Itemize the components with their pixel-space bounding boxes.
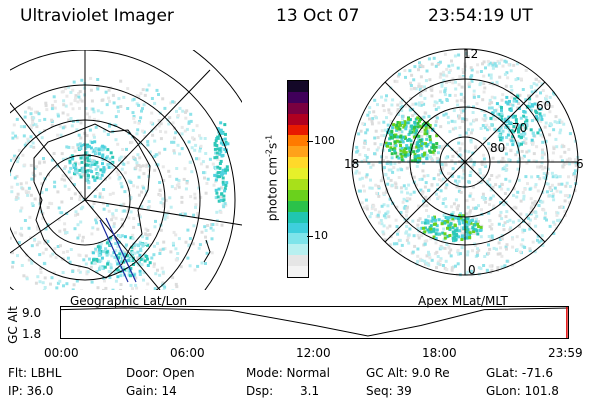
colorbar-title: photon cm-2s-1 — [264, 134, 280, 222]
colorbar-swatch — [288, 102, 308, 114]
mlat-80-label: 80 — [490, 141, 505, 155]
altitude-curve — [60, 307, 569, 337]
altitude-timeline — [60, 306, 569, 339]
colorbar-swatch — [288, 266, 308, 277]
colorbar-swatch — [288, 255, 308, 267]
timeline-axis-label: GC Alt — [5, 306, 20, 344]
colorbar-swatch — [288, 189, 308, 201]
mlat-70-label: 70 — [512, 121, 527, 135]
timeline-xtick-2359: 23:59 — [548, 346, 583, 360]
filter-value: Flt: LBHL — [8, 366, 62, 380]
glon-value: GLon: 101.8 — [486, 384, 559, 398]
date-label: 13 Oct 07 — [276, 6, 360, 26]
colorbar-swatch — [288, 178, 308, 190]
colorbar-swatch — [288, 113, 308, 125]
instrument-title: Ultraviolet Imager — [20, 6, 174, 26]
time-label: 23:54:19 UT — [428, 6, 533, 26]
magnetic-polar-plot: 12 0 18 6 60 70 80 — [344, 47, 584, 277]
colorbar-swatch — [288, 146, 308, 158]
mlat-60-label: 60 — [536, 99, 551, 113]
seq-value: Seq: 39 — [366, 384, 412, 398]
left-panel-caption: Geographic Lat/Lon — [70, 294, 188, 308]
dsp-label: Dsp: — [246, 384, 274, 398]
timeline-ytick-high: 9.0 — [22, 306, 42, 320]
colorbar-swatch — [288, 168, 308, 179]
mode-value: Mode: Normal — [246, 366, 330, 380]
colorbar-swatch — [288, 222, 308, 234]
colorbar-swatch — [288, 211, 308, 223]
glat-value: GLat: -71.6 — [486, 366, 553, 380]
colorbar-swatch — [288, 157, 308, 169]
door-value: Door: Open — [126, 366, 195, 380]
aurora-emission-left — [10, 76, 230, 290]
timeline-xtick-1200: 12:00 — [296, 346, 331, 360]
colorbar-tick-10 — [307, 236, 313, 237]
colorbar-swatch — [288, 135, 308, 147]
mlt-6-label: 6 — [576, 157, 584, 171]
intensity-colorbar — [287, 80, 309, 278]
colorbar-label-10: 10 — [314, 229, 328, 242]
colorbar-swatch — [288, 200, 308, 212]
coastline — [33, 123, 151, 279]
right-panel-caption: Apex MLat/MLT — [418, 294, 508, 308]
gain-value: Gain: 14 — [126, 384, 177, 398]
timeline-ytick-low: 1.8 — [22, 327, 42, 341]
mlt-12-label: 12 — [463, 47, 478, 61]
colorbar-swatch — [288, 233, 308, 245]
gc-alt-value: GC Alt: 9.0 Re — [366, 366, 450, 380]
mlt-18-label: 18 — [344, 157, 359, 171]
colorbar-swatch — [288, 124, 308, 136]
geographic-map — [10, 50, 242, 290]
timeline-xtick-0000: 00:00 — [44, 346, 79, 360]
timeline-xtick-1800: 18:00 — [422, 346, 457, 360]
colorbar-swatch — [288, 91, 308, 103]
colorbar-label-100: 100 — [314, 134, 335, 147]
timeline-xtick-0600: 06:00 — [170, 346, 205, 360]
colorbar-swatch — [288, 80, 308, 92]
colorbar-tick-100 — [307, 141, 313, 142]
mlt-0-label: 0 — [468, 263, 476, 277]
ip-value: IP: 36.0 — [8, 384, 54, 398]
colorbar-swatch — [288, 244, 308, 256]
dsp-value: 3.1 — [300, 384, 320, 398]
